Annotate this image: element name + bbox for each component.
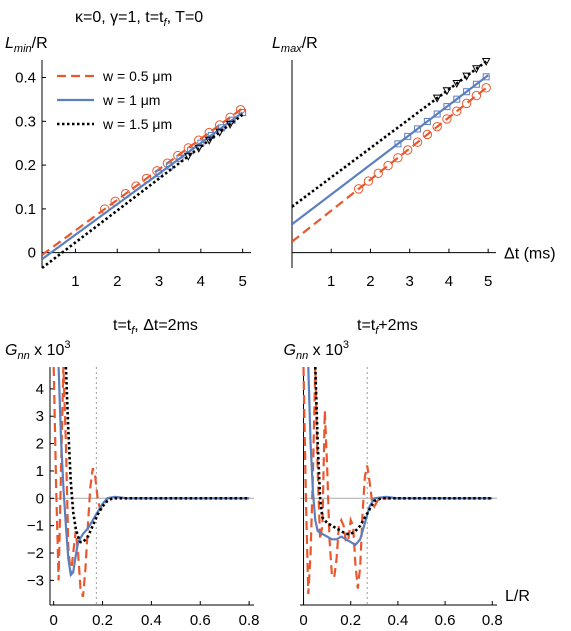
- series-line-1: [57, 366, 250, 578]
- data-point-square: [155, 170, 163, 178]
- data-point-circle: [393, 153, 403, 163]
- y-axis-label: Gnn x 103: [5, 339, 71, 362]
- data-point-circle: [461, 98, 472, 109]
- data-point-square: [482, 73, 490, 81]
- x-tick-label: 0.4: [387, 612, 408, 629]
- series-line-0: [302, 366, 493, 595]
- chart-title: t=tf, Δt=2ms: [113, 317, 198, 337]
- legend-item: w = 1 μm: [102, 92, 160, 108]
- data-point-circle: [432, 121, 442, 132]
- legend: [57, 74, 94, 126]
- data-point-triangle: [442, 87, 452, 96]
- x-tick-label: 0.6: [190, 612, 211, 629]
- data-point-square: [414, 125, 422, 133]
- data-point-triangle: [481, 57, 491, 67]
- y-tick-label: 0.1: [15, 201, 36, 218]
- data-point-square: [463, 88, 471, 96]
- series-line-2: [314, 366, 493, 536]
- data-point-circle: [383, 160, 393, 171]
- y-axis-label: Lmin/R: [5, 35, 48, 55]
- data-point-square: [176, 154, 184, 162]
- x-tick-label: 0.6: [435, 612, 456, 629]
- x-tick-label: 4: [445, 273, 453, 290]
- data-point-triangle: [452, 79, 462, 89]
- x-tick-label: 2: [113, 273, 121, 290]
- chart-title: κ=0, γ=1, t=tf, T=0: [75, 9, 203, 29]
- y-tick-label: 1: [36, 463, 44, 480]
- data-point-circle: [353, 184, 364, 194]
- data-point-circle: [452, 106, 462, 116]
- series-line-0: [292, 85, 489, 243]
- x-tick-label: 3: [406, 273, 414, 290]
- data-point-square: [443, 103, 451, 111]
- x-axis-label: L/R: [505, 588, 530, 605]
- data-point-triangle: [194, 144, 204, 153]
- series-line-2: [42, 113, 244, 270]
- series-line-1: [42, 111, 244, 261]
- data-point-triangle: [204, 136, 214, 145]
- series-line-2: [292, 58, 489, 208]
- data-point-circle: [442, 114, 452, 124]
- data-point-circle: [471, 90, 482, 101]
- chart-title: t=tf+2ms: [357, 317, 418, 337]
- y-axis-label: Lmax/R: [272, 35, 318, 55]
- series-line-0: [52, 366, 250, 598]
- data-point-triangle: [472, 65, 481, 74]
- x-tick-label: 1: [71, 273, 79, 290]
- legend-item: w = 0.5 μm: [102, 68, 172, 84]
- panel-top-left: [41, 60, 251, 270]
- data-point-circle: [422, 129, 433, 140]
- x-tick-label: 0.4: [141, 612, 162, 629]
- legend-item: w = 1.5 μm: [102, 116, 172, 132]
- y-tick-label: 3: [36, 408, 44, 425]
- y-tick-label: 4: [36, 381, 44, 398]
- x-tick-label: 3: [155, 273, 163, 290]
- x-tick-label: 5: [238, 273, 246, 290]
- data-point-square: [404, 132, 412, 140]
- x-axis-label: Δt (ms): [504, 246, 556, 263]
- panel-top-right: [291, 57, 496, 268]
- panel-bottom-left: [49, 366, 254, 606]
- x-tick-label: 0.2: [92, 612, 113, 629]
- series-line-1: [292, 74, 489, 226]
- x-tick-label: 5: [484, 273, 492, 290]
- data-point-triangle: [225, 120, 235, 129]
- y-tick-label: 0.4: [15, 70, 36, 87]
- y-tick-label: 0.2: [15, 157, 36, 174]
- x-tick-label: 0: [299, 612, 307, 629]
- y-tick-label: 2: [36, 436, 44, 453]
- panel-bottom-right: [300, 366, 497, 606]
- x-tick-label: 1: [327, 273, 335, 290]
- y-tick-label: 0.3: [15, 113, 36, 130]
- data-point-triangle: [215, 128, 224, 137]
- y-tick-label: −3: [27, 572, 44, 589]
- x-tick-label: 0.8: [239, 612, 260, 629]
- data-point-triangle: [462, 72, 471, 81]
- y-tick-label: −2: [27, 545, 44, 562]
- x-tick-label: 4: [197, 273, 205, 290]
- data-point-circle: [481, 83, 491, 93]
- y-axis-label: Gnn x 103: [284, 339, 350, 362]
- y-tick-label: 0: [36, 490, 44, 507]
- data-point-triangle: [183, 152, 193, 161]
- data-point-square: [453, 95, 461, 103]
- data-point-square: [394, 140, 402, 148]
- data-point-circle: [363, 176, 374, 186]
- data-point-square: [472, 80, 480, 88]
- series-line-1: [307, 366, 493, 547]
- data-point-circle: [412, 137, 423, 147]
- data-point-circle: [403, 145, 413, 155]
- data-point-triangle: [432, 94, 442, 103]
- x-tick-label: 0: [49, 612, 57, 629]
- x-tick-label: 2: [366, 273, 374, 290]
- y-tick-label: −1: [27, 518, 44, 535]
- x-tick-label: 0.8: [482, 612, 503, 629]
- data-point-circle: [373, 168, 384, 179]
- y-tick-label: 0: [28, 245, 36, 262]
- x-tick-label: 0.2: [340, 612, 361, 629]
- data-point-square: [423, 117, 431, 125]
- data-point-square: [433, 110, 441, 118]
- series-line-2: [64, 366, 250, 544]
